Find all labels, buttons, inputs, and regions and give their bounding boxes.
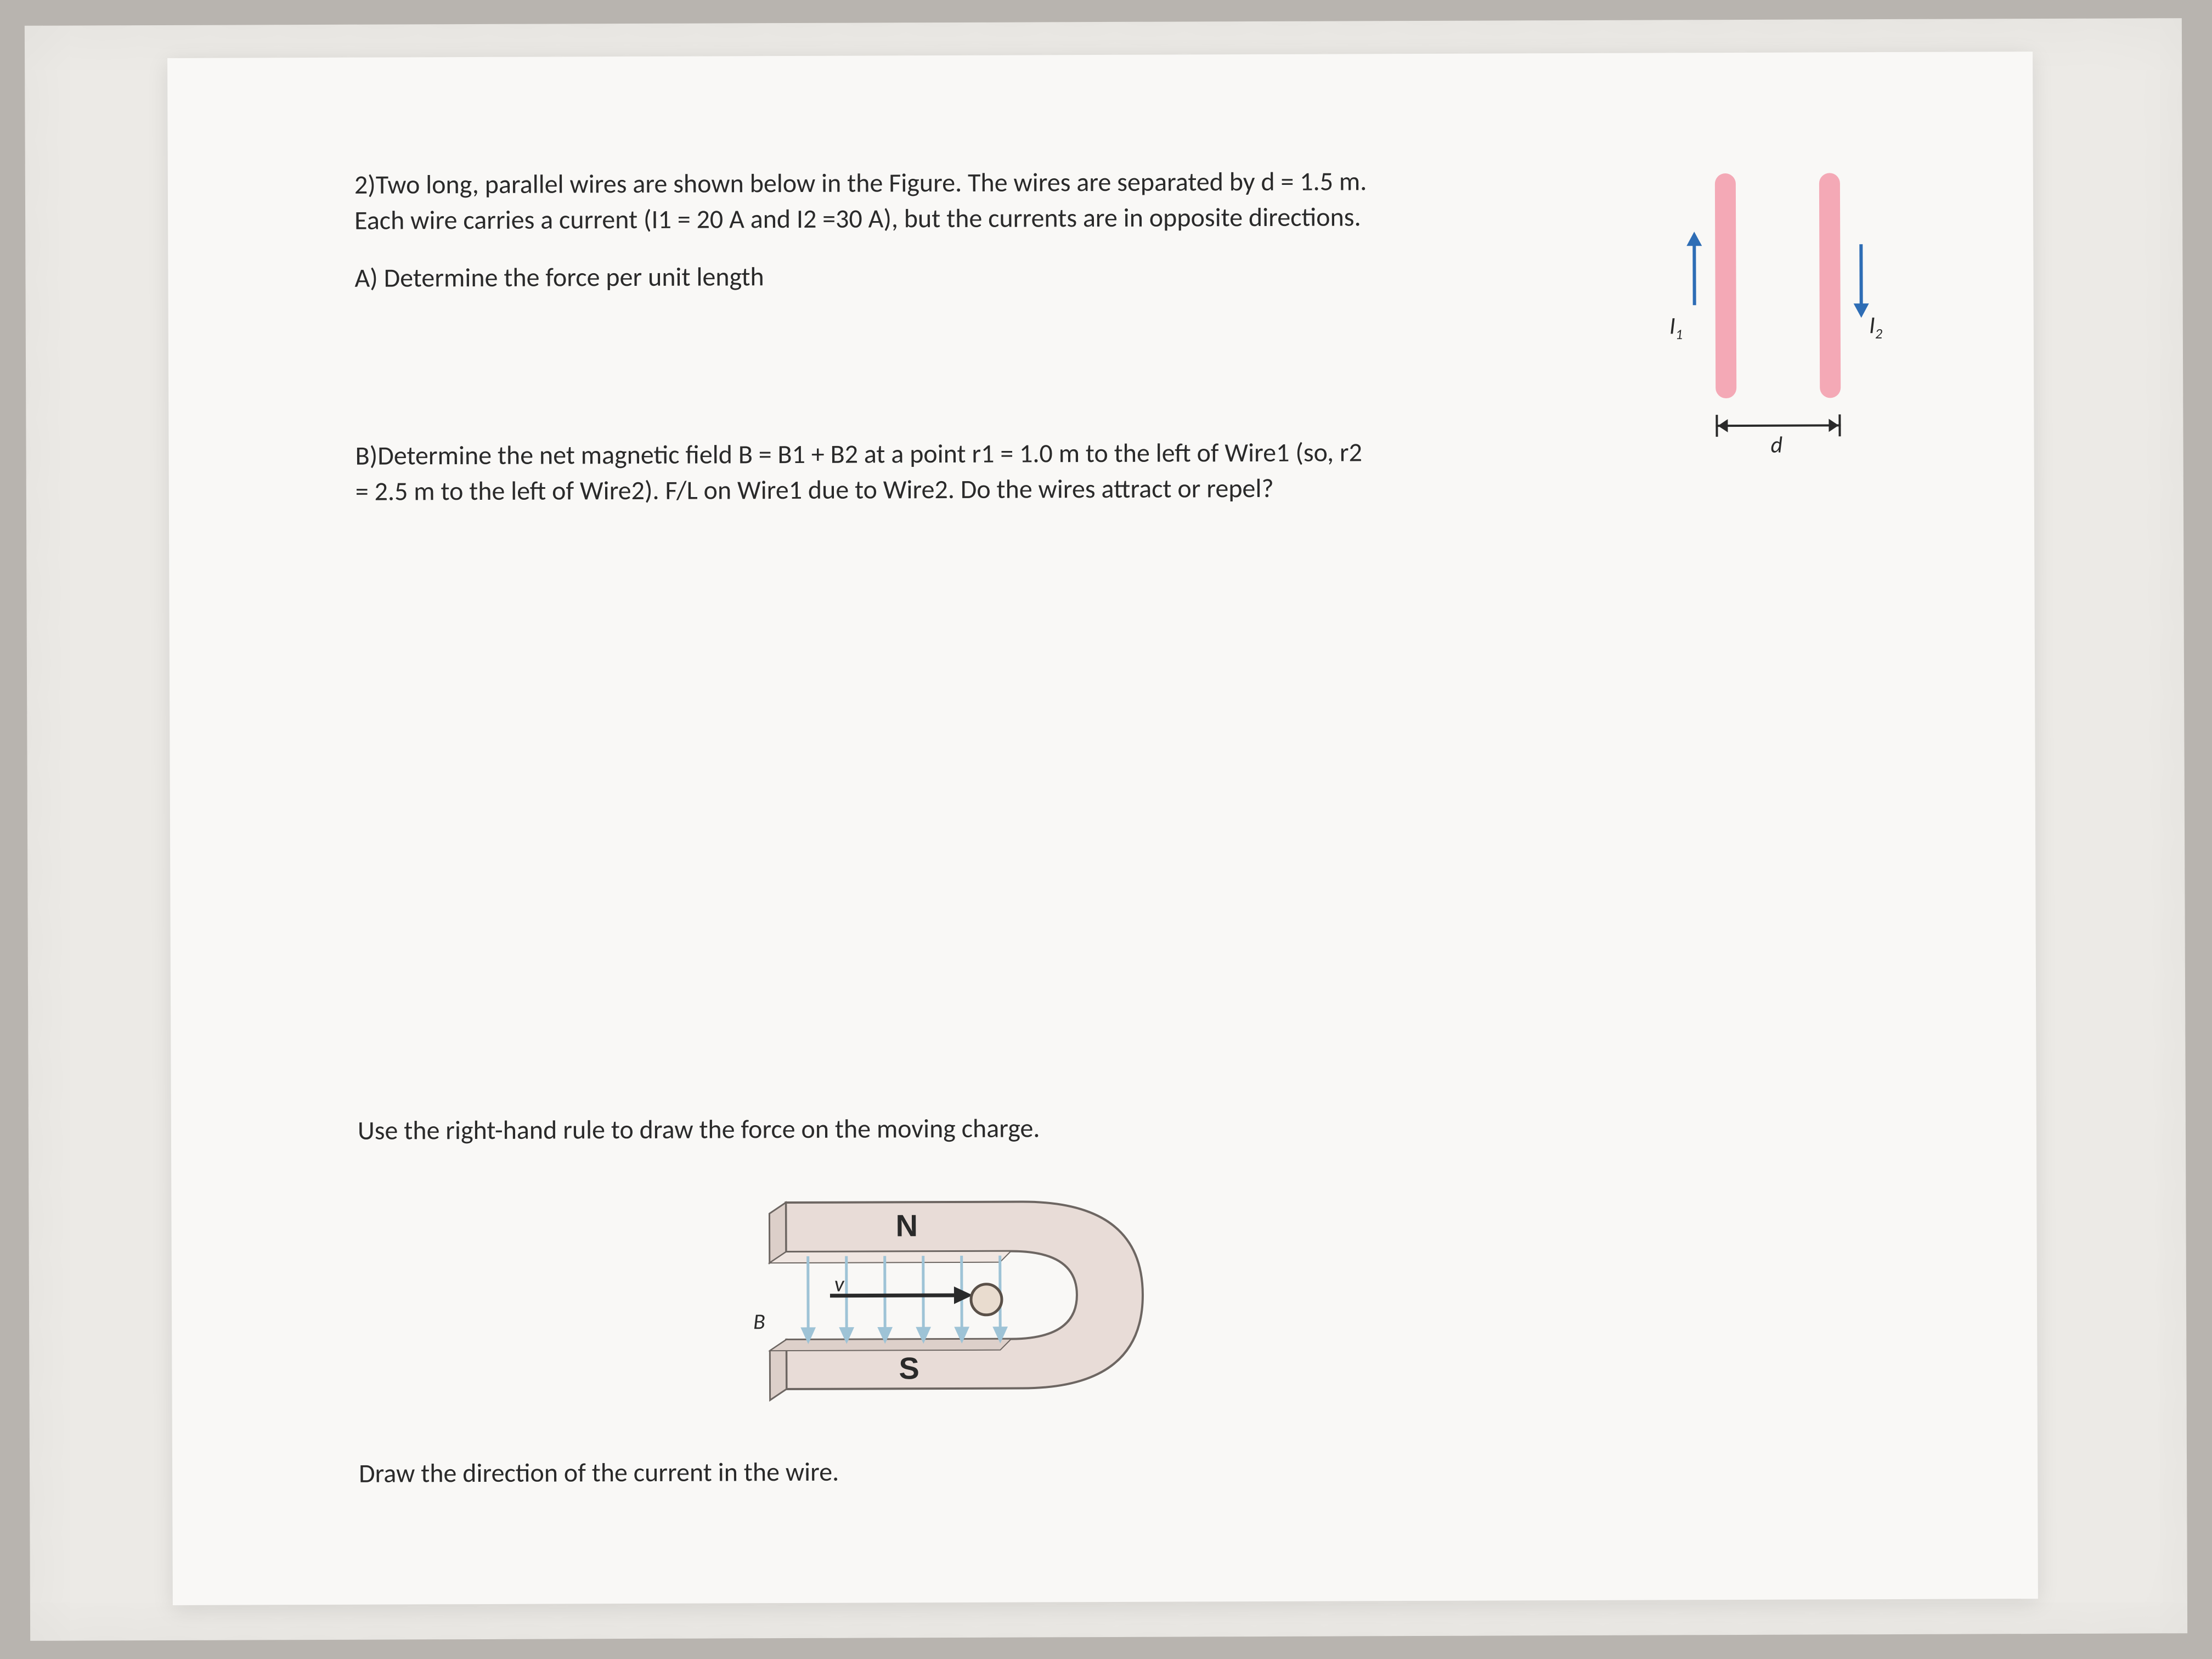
worksheet-paper: 2)Two long, parallel wires are shown bel… [167, 52, 2038, 1605]
i1-label: I1 [1669, 311, 1683, 343]
parallel-wires-diagram: I1 I2 d [1561, 173, 1957, 482]
desk-surface: 2)Two long, parallel wires are shown bel… [25, 18, 2187, 1641]
question2-part-b: B)Determine the net magnetic field B = B… [356, 435, 1370, 510]
d-label: d [1770, 431, 1782, 459]
velocity-label: v [834, 1271, 845, 1297]
wire-1-icon [1715, 173, 1736, 398]
velocity-arrow-icon: v [830, 1270, 973, 1305]
i2-label: I2 [1869, 310, 1882, 342]
south-pole-label: S [899, 1351, 919, 1385]
b-field-label: B [753, 1308, 765, 1335]
question2-intro: 2)Two long, parallel wires are shown bel… [354, 163, 1369, 238]
wire-2-icon [1819, 173, 1841, 398]
moving-charge-icon [971, 1284, 1002, 1315]
draw-current-direction-prompt: Draw the direction of the current in the… [359, 1451, 1840, 1491]
right-hand-rule-prompt: Use the right-hand rule to draw the forc… [358, 1108, 1839, 1148]
north-pole-label: N [895, 1208, 918, 1243]
magnet-diagram: v N S B [714, 1163, 1209, 1449]
